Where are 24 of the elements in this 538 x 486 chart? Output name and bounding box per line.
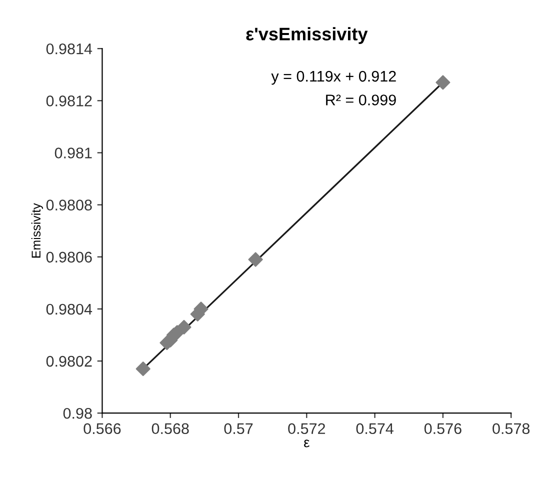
x-tick-label: 0.574: [356, 423, 394, 434]
x-tick-label: 0.566: [84, 423, 121, 434]
x-tick-label: 0.572: [288, 423, 326, 434]
chart-title: ε'vsEmissivity: [246, 27, 368, 44]
y-tick-label: 0.9806: [46, 252, 92, 263]
x-axis-title: ε: [304, 440, 310, 448]
y-tick-label: 0.981: [54, 148, 92, 158]
y-tick-label: 0.98: [63, 408, 92, 419]
annotation: R² = 0.999: [326, 94, 396, 106]
x-tick-label: 0.57: [224, 423, 253, 434]
point: [248, 252, 263, 267]
y-tick-label: 0.9802: [46, 356, 92, 367]
y-tick-label: 0.9804: [46, 304, 92, 315]
annotation: y = 0.119x + 0.912: [271, 70, 396, 85]
y-axis-title: Emissivity: [31, 203, 43, 258]
x-tick-label: 0.576: [424, 423, 462, 434]
y-tick-label: 0.9814: [46, 43, 92, 54]
point: [436, 75, 450, 90]
point: [176, 320, 192, 334]
y-tick-label: 0.9812: [46, 96, 92, 106]
y-tick-label: 0.9808: [46, 200, 92, 210]
point: [136, 362, 150, 376]
x-tick-label: 0.578: [492, 423, 530, 434]
x-tick-label: 0.568: [152, 423, 189, 434]
